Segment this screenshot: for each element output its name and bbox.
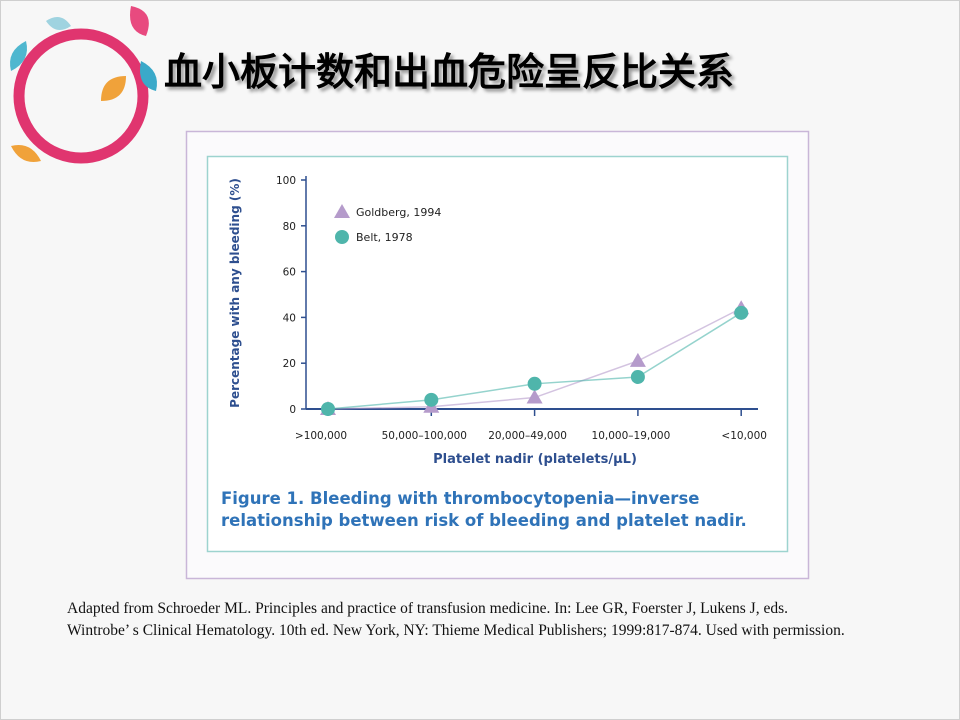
source-note: Adapted from Schroeder ML. Principles an… [67, 598, 872, 642]
x-tick-label: >100,000 [295, 430, 347, 442]
marker [321, 402, 335, 416]
marker [424, 392, 439, 407]
y-tick-label: 20 [283, 358, 296, 370]
figure-caption: Figure 1. Bleeding with thrombocytopenia… [221, 489, 747, 530]
x-tick-label: 20,000–49,000 [488, 430, 567, 442]
marker [526, 389, 543, 404]
caption-box: Figure 1. Bleeding with thrombocytopenia… [221, 489, 747, 530]
marker [630, 369, 645, 384]
x-tick-label: 50,000–100,000 [382, 430, 467, 442]
y-tick-label: 100 [276, 175, 296, 187]
y-tick-label: 60 [283, 267, 296, 279]
marker [527, 376, 542, 391]
x-tick-label: 10,000–19,000 [592, 430, 671, 442]
y-tick-label: 80 [283, 221, 296, 233]
marker [334, 204, 350, 218]
x-axis-title: Platelet nadir (platelets/µL) [433, 452, 637, 467]
figure-panel [206, 155, 789, 553]
source-line: Wintrobe’ s Clinical Hematology. 10th ed… [67, 622, 845, 639]
y-tick-label: 40 [283, 312, 296, 324]
legend-label: Goldberg, 1994 [356, 206, 441, 219]
chart: Percentage with any bleeding (%) Platele… [185, 130, 810, 580]
decoration [10, 6, 157, 164]
y-tick-label: 0 [289, 404, 296, 416]
marker [335, 230, 349, 244]
source-line: Adapted from Schroeder ML. Principles an… [67, 600, 788, 617]
slide-title: 血小板计数和出血危险呈反比关系 [164, 50, 735, 94]
legend-label: Belt, 1978 [356, 231, 413, 244]
marker [629, 352, 646, 367]
x-tick-label: <10,000 [721, 430, 767, 442]
marker [734, 305, 749, 320]
y-axis-title: Percentage with any bleeding (%) [228, 178, 242, 408]
